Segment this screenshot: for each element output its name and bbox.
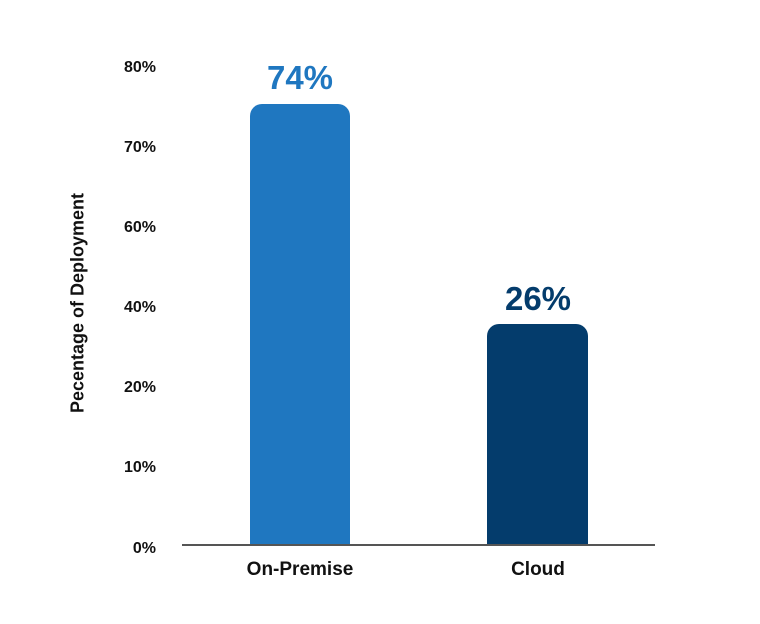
- bar-on-premise: [250, 104, 350, 545]
- y-tick-label: 40%: [123, 299, 156, 316]
- y-tick-label: 20%: [123, 379, 156, 396]
- bar-value-label-on-premise: 74%: [266, 59, 334, 96]
- y-tick-label: 80%: [123, 59, 156, 76]
- x-axis-line: [182, 544, 655, 546]
- y-tick-label: 10%: [123, 459, 156, 476]
- y-tick-label: 60%: [123, 219, 156, 236]
- x-tick-label-cloud: Cloud: [511, 559, 565, 580]
- bar-cloud: [487, 324, 588, 545]
- x-tick-label-on-premise: On-Premise: [246, 559, 354, 580]
- y-tick-label: 70%: [123, 139, 156, 156]
- y-tick-label: 0%: [132, 540, 156, 557]
- bar-value-label-cloud: 26%: [504, 280, 572, 317]
- y-axis-label: Pecentage of Deployment: [67, 192, 88, 414]
